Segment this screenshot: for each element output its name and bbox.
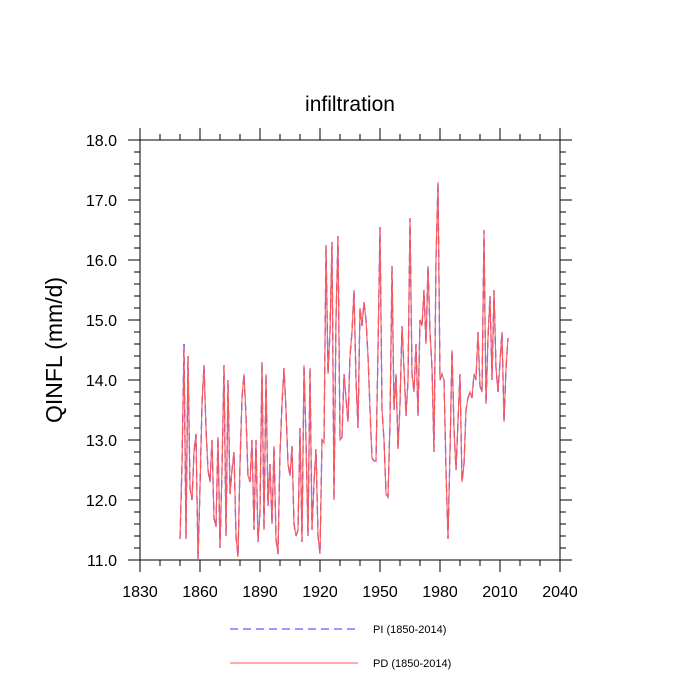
y-tick-label: 11.0 [87,553,117,570]
y-tick-label: 14.0 [86,373,117,390]
legend-label: PD (1850-2014) [373,658,451,670]
x-tick-label: 1890 [242,584,278,601]
axis-ticks [128,128,572,572]
chart-title: infiltration [305,93,395,116]
series-line-pd [179,181,509,561]
series-layer [179,181,509,561]
y-tick-label: 12.0 [86,493,117,510]
y-tick-label: 18.0 [86,133,117,150]
x-tick-label: 2040 [542,584,578,601]
legend: PI (1850-2014) PD (1850-2014) [230,624,451,670]
legend-label: PI (1850-2014) [373,624,446,636]
y-tick-label: 17.0 [86,193,117,210]
y-axis-tick-labels: 11.0 12.0 13.0 14.0 15.0 16.0 17.0 18.0 [86,133,117,570]
x-tick-label: 1950 [362,584,398,601]
y-axis-label: QINFL (mm/d) [41,277,67,423]
x-tick-label: 1860 [182,584,218,601]
x-tick-label: 1980 [422,584,458,601]
series-line-pi [179,181,509,561]
x-tick-label: 1830 [122,584,158,601]
x-tick-label: 1920 [302,584,338,601]
y-tick-label: 13.0 [86,433,117,450]
x-tick-label: 2010 [482,584,518,601]
y-tick-label: 16.0 [86,253,117,270]
x-axis-tick-labels: 1830 1860 1890 1920 1950 1980 2010 2040 [122,584,578,601]
y-tick-label: 15.0 [86,313,117,330]
plot-frame [139,139,561,561]
